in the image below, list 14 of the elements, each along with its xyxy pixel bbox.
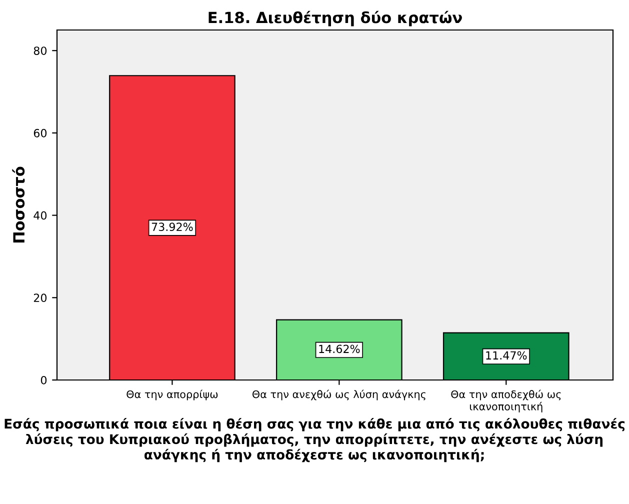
data-label: 11.47% (486, 351, 527, 360)
x-tick-label: Θα την ανεχθώ ως λύση ανάγκης (252, 390, 426, 400)
x-tick-label: Θα την αποδεχθώ ως ικανοποιητική (451, 390, 561, 412)
y-tick-label: 60 (34, 128, 47, 138)
y-tick-label: 80 (34, 46, 47, 55)
data-label: 73.92% (152, 222, 193, 232)
x-tick-label: Θα την απορρίψω (126, 390, 218, 400)
y-tick-label: 40 (34, 211, 47, 220)
y-axis-title: Ποσοστό (12, 166, 25, 243)
y-tick-label: 20 (34, 294, 47, 302)
data-label: 14.62% (319, 344, 360, 354)
chart-title: Ε.18. Διευθέτηση δύο κρατών (208, 10, 462, 26)
y-tick-label: 0 (40, 376, 47, 384)
x-axis-title: Εσάς προσωπικά ποια είναι η θέση σας για την κάθε μια από τις ακόλουθες πιθανές λύσεις του Κυπριακού προβλήματος, την απορρίπτετε, την ανέχεστε ως λύση ανάγκης ή την αποδέχεστε ως ικανοποιητική; (4, 418, 625, 462)
